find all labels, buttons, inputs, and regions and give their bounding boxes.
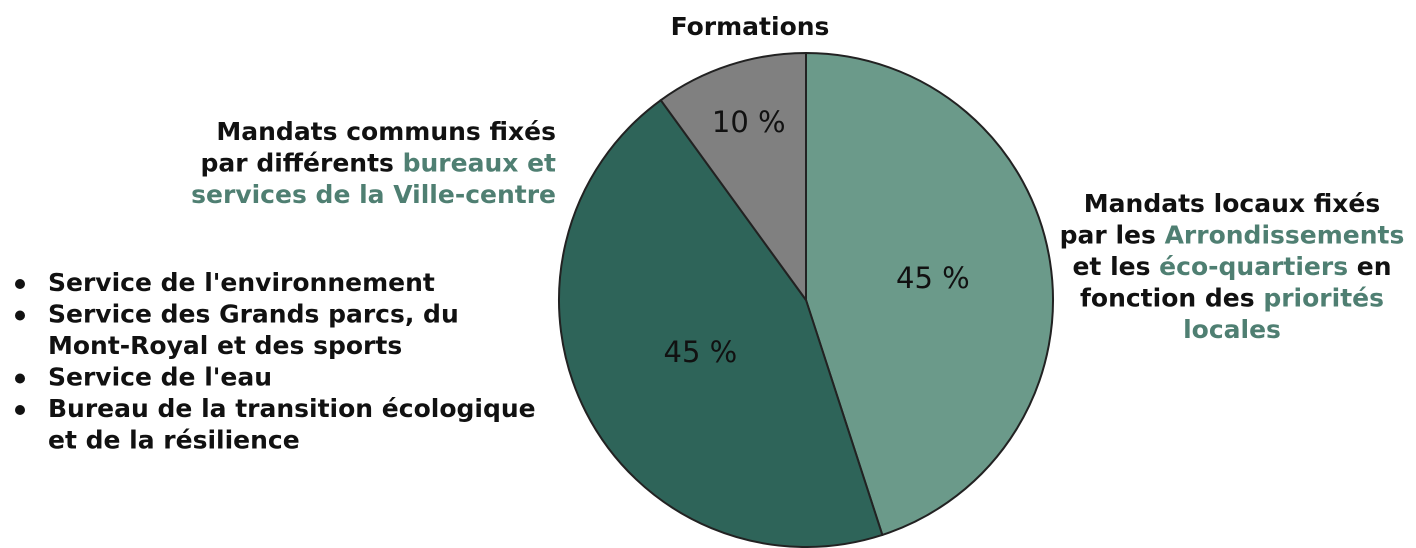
slice-label: par les Arrondissements	[1060, 221, 1405, 250]
slice-value-label: 45 %	[664, 335, 738, 369]
bullet-text: Bureau de la transition écologique	[48, 394, 536, 423]
slice-value-label: 10 %	[712, 105, 786, 139]
slice-label: Mandats locaux fixés	[1084, 189, 1380, 218]
label-segment: Formations	[671, 12, 830, 41]
pie-slice	[805, 51, 1054, 537]
label-segment: locales	[1183, 315, 1281, 344]
label-segment: par différents	[201, 149, 403, 178]
slice-label: services de la Ville-centre	[191, 180, 556, 209]
slice-label: Formations	[671, 12, 830, 41]
bullet	[15, 373, 25, 384]
slice-label: par différents bureaux et	[201, 149, 557, 178]
bullet-text: Service de l'eau	[48, 363, 272, 392]
pie-slice	[558, 98, 884, 548]
bullet-text: Mont-Royal et des sports	[48, 331, 402, 360]
pie-slice	[659, 51, 807, 304]
label-segment: Mandats locaux fixés	[1084, 189, 1380, 218]
label-segment: services de la Ville-centre	[191, 180, 556, 209]
label-segment: en	[1348, 252, 1391, 281]
slice-label: fonction des priorités	[1080, 284, 1384, 313]
bullet-text: et de la résilience	[48, 426, 300, 455]
bullet	[15, 405, 25, 415]
label-segment: éco-quartiers	[1159, 252, 1348, 281]
bullet	[15, 310, 25, 321]
bullet	[15, 279, 25, 289]
slice-label: et les éco-quartiers en	[1072, 252, 1391, 281]
slice-label: locales	[1183, 315, 1281, 344]
slice-label: Mandats communs fixés	[216, 117, 556, 146]
label-segment: Arrondissements	[1165, 221, 1405, 250]
label-segment: par les	[1060, 221, 1165, 250]
label-segment: fonction des	[1080, 284, 1263, 313]
slice-value-label: 45 %	[896, 261, 970, 295]
label-segment: bureaux et	[403, 149, 556, 178]
label-segment: et les	[1072, 252, 1159, 281]
label-segment: priorités	[1263, 284, 1384, 313]
bullet-text: Service de l'environnement	[48, 268, 435, 297]
label-segment: Mandats communs fixés	[216, 117, 556, 146]
bullet-text: Service des Grands parcs, du	[48, 300, 459, 329]
